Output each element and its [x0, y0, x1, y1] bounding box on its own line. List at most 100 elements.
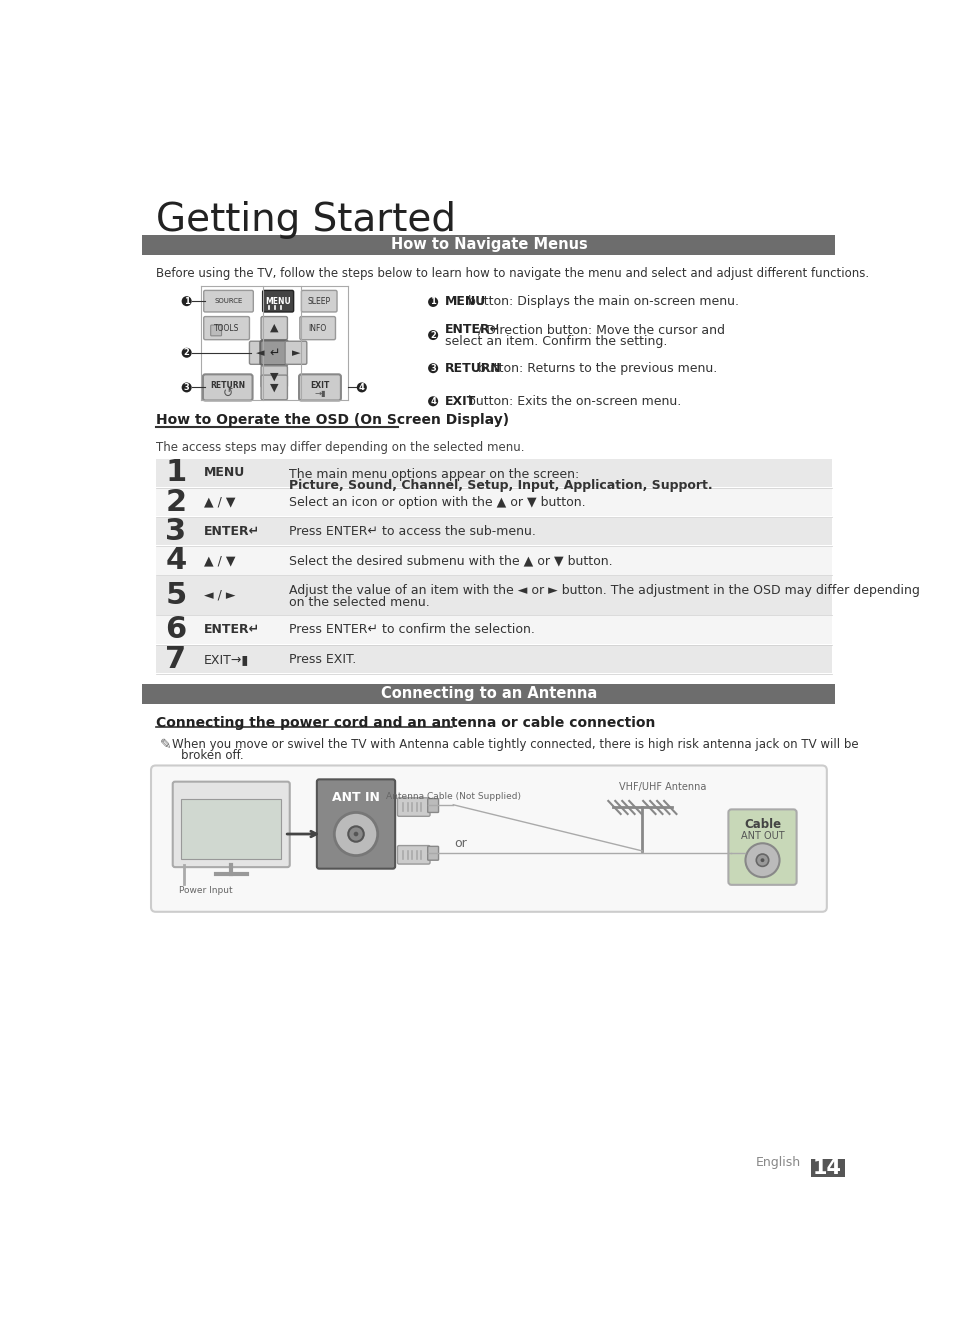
Text: The main menu options appear on the screen:: The main menu options appear on the scre…	[289, 468, 578, 482]
FancyBboxPatch shape	[262, 290, 294, 311]
FancyBboxPatch shape	[397, 845, 430, 864]
Circle shape	[354, 832, 358, 836]
FancyBboxPatch shape	[155, 546, 831, 574]
Text: RETURN: RETURN	[210, 381, 245, 391]
Text: ▲ / ▼: ▲ / ▼	[204, 495, 235, 509]
FancyBboxPatch shape	[155, 488, 831, 517]
Text: 7: 7	[165, 644, 186, 674]
Text: MENU: MENU	[444, 295, 485, 309]
FancyBboxPatch shape	[427, 798, 438, 812]
Text: / Direction button: Move the cursor and: / Direction button: Move the cursor and	[474, 323, 724, 336]
Text: VHF/UHF Antenna: VHF/UHF Antenna	[618, 781, 706, 792]
Text: English: English	[756, 1155, 801, 1169]
Text: When you move or swivel the TV with Antenna cable tightly connected, there is hi: When you move or swivel the TV with Ante…	[172, 738, 858, 750]
Text: Select an icon or option with the ▲ or ▼ button.: Select an icon or option with the ▲ or ▼…	[289, 495, 585, 509]
FancyBboxPatch shape	[151, 765, 826, 911]
FancyBboxPatch shape	[261, 376, 287, 400]
Text: Press ENTER↵ to access the sub-menu.: Press ENTER↵ to access the sub-menu.	[289, 525, 536, 538]
Text: The access steps may differ depending on the selected menu.: The access steps may differ depending on…	[155, 440, 523, 454]
FancyBboxPatch shape	[204, 290, 253, 311]
Circle shape	[356, 382, 367, 392]
Text: MENU: MENU	[204, 467, 245, 479]
Text: RETURN: RETURN	[444, 362, 501, 374]
Text: →▮: →▮	[314, 389, 325, 399]
Text: Adjust the value of an item with the ◄ or ► button. The adjustment in the OSD ma: Adjust the value of an item with the ◄ o…	[289, 584, 919, 597]
Text: Select the desired submenu with the ▲ or ▼ button.: Select the desired submenu with the ▲ or…	[289, 554, 612, 568]
FancyBboxPatch shape	[181, 800, 281, 859]
FancyBboxPatch shape	[261, 366, 287, 388]
Circle shape	[181, 297, 192, 306]
Text: 1: 1	[184, 297, 190, 306]
Text: 3: 3	[430, 364, 436, 373]
Text: Press ENTER↵ to confirm the selection.: Press ENTER↵ to confirm the selection.	[289, 624, 535, 636]
FancyBboxPatch shape	[211, 325, 221, 336]
Text: on the selected menu.: on the selected menu.	[289, 596, 429, 609]
FancyBboxPatch shape	[172, 781, 290, 867]
FancyBboxPatch shape	[155, 646, 831, 674]
FancyBboxPatch shape	[301, 290, 336, 311]
FancyBboxPatch shape	[285, 341, 307, 364]
Text: ENTER↵: ENTER↵	[204, 624, 259, 636]
Circle shape	[428, 297, 437, 307]
Text: 5: 5	[165, 581, 186, 609]
Text: ↺: ↺	[222, 386, 233, 400]
Text: select an item. Confirm the setting.: select an item. Confirm the setting.	[444, 334, 666, 348]
Text: ↵: ↵	[269, 346, 279, 360]
Text: ANT IN: ANT IN	[332, 790, 379, 804]
Circle shape	[428, 330, 437, 340]
FancyBboxPatch shape	[397, 798, 430, 816]
Text: ▲: ▲	[270, 323, 278, 333]
Text: TOOLS: TOOLS	[213, 323, 238, 333]
Text: Picture, Sound, Channel, Setup, Input, Application, Support.: Picture, Sound, Channel, Setup, Input, A…	[289, 479, 712, 493]
Text: broken off.: broken off.	[181, 749, 244, 761]
Text: Before using the TV, follow the steps below to learn how to navigate the menu an: Before using the TV, follow the steps be…	[155, 267, 868, 280]
Circle shape	[428, 364, 437, 373]
FancyBboxPatch shape	[155, 459, 831, 487]
Circle shape	[334, 812, 377, 856]
FancyBboxPatch shape	[261, 317, 287, 340]
Text: MENU: MENU	[265, 297, 291, 306]
FancyBboxPatch shape	[427, 847, 438, 860]
Text: button: Exits the on-screen menu.: button: Exits the on-screen menu.	[464, 395, 680, 408]
FancyBboxPatch shape	[260, 341, 288, 365]
Text: EXIT→▮: EXIT→▮	[204, 652, 249, 666]
Text: 14: 14	[812, 1158, 841, 1178]
FancyBboxPatch shape	[728, 809, 796, 884]
FancyBboxPatch shape	[155, 616, 831, 644]
Text: Antenna Cable (Not Supplied): Antenna Cable (Not Supplied)	[385, 792, 520, 801]
Text: 2: 2	[165, 487, 186, 517]
Text: 6: 6	[165, 616, 186, 644]
Text: 1: 1	[165, 459, 186, 487]
Text: ▲ / ▼: ▲ / ▼	[204, 554, 235, 568]
FancyBboxPatch shape	[299, 317, 335, 340]
Text: Cable: Cable	[743, 819, 781, 831]
Text: How to Operate the OSD (On Screen Display): How to Operate the OSD (On Screen Displa…	[155, 413, 508, 427]
Text: ENTER↵: ENTER↵	[444, 323, 500, 336]
Circle shape	[181, 348, 192, 358]
Text: EXIT: EXIT	[310, 381, 330, 391]
Circle shape	[760, 859, 763, 862]
Text: 3: 3	[165, 517, 186, 546]
Text: SLEEP: SLEEP	[307, 297, 331, 306]
Text: ◄: ◄	[255, 348, 264, 358]
FancyBboxPatch shape	[155, 576, 831, 615]
Text: 2: 2	[430, 330, 436, 340]
Text: ▼: ▼	[270, 382, 278, 392]
Circle shape	[744, 843, 779, 878]
Text: ENTER↵: ENTER↵	[204, 525, 259, 538]
FancyBboxPatch shape	[810, 1159, 844, 1177]
Text: How to Navigate Menus: How to Navigate Menus	[390, 238, 587, 252]
FancyBboxPatch shape	[298, 374, 340, 400]
Text: EXIT: EXIT	[444, 395, 476, 408]
FancyBboxPatch shape	[155, 518, 831, 545]
Text: 3: 3	[184, 382, 190, 392]
FancyBboxPatch shape	[142, 235, 835, 255]
Text: button: Displays the main on-screen menu.: button: Displays the main on-screen menu…	[464, 295, 739, 309]
Text: 1: 1	[430, 298, 436, 306]
Text: INFO: INFO	[308, 323, 327, 333]
Text: SOURCE: SOURCE	[214, 298, 242, 305]
Text: 2: 2	[184, 349, 190, 357]
Text: Power Input: Power Input	[179, 886, 233, 895]
FancyBboxPatch shape	[204, 317, 249, 340]
Text: 4: 4	[358, 382, 364, 392]
